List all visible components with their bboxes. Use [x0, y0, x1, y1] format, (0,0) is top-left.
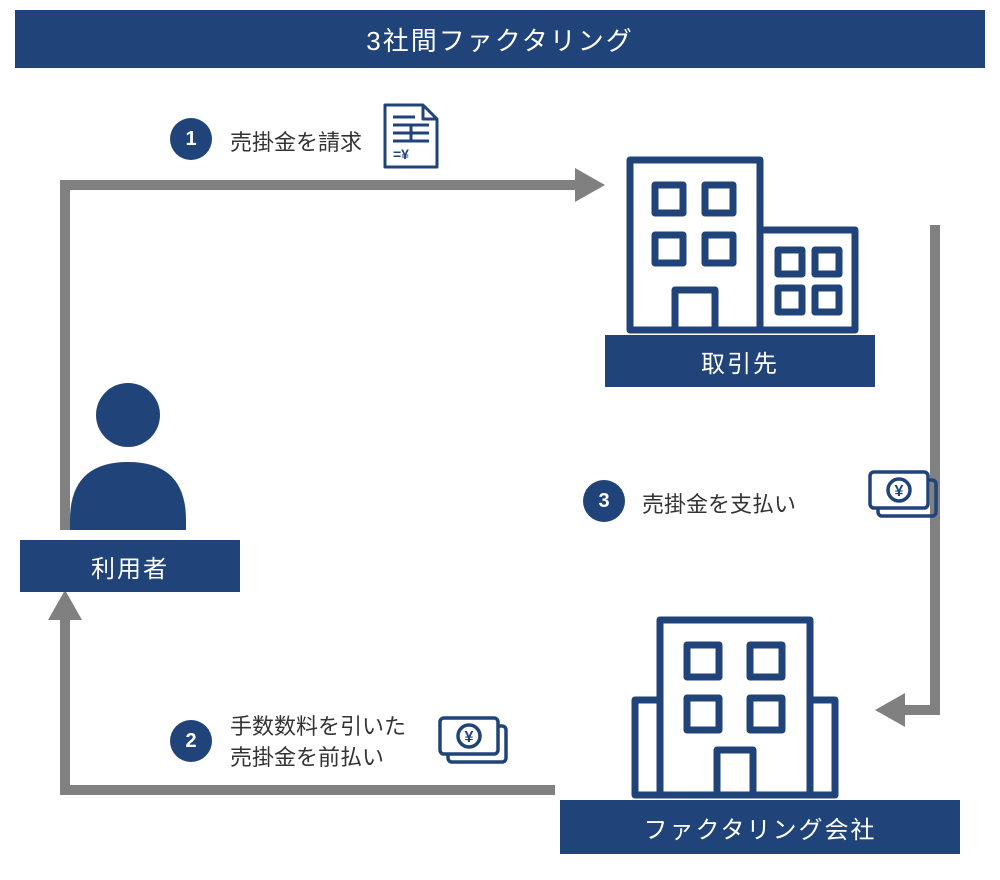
step-1-badge: 1	[170, 118, 212, 160]
step-2-badge: 2	[170, 720, 212, 762]
step-2-line1: 手数数料を引いた	[230, 714, 406, 739]
step-3-num: 3	[598, 490, 609, 513]
invoice-icon: =¥	[385, 105, 437, 167]
step-3-badge: 3	[583, 480, 625, 522]
step-1-num: 1	[185, 128, 196, 151]
user-label: 利用者	[91, 549, 169, 584]
factor-label: ファクタリング会社	[643, 810, 876, 845]
client-label: 取引先	[701, 344, 779, 379]
factor-label-box: ファクタリング会社	[560, 800, 960, 854]
client-label-box: 取引先	[605, 335, 875, 387]
building-client-icon	[630, 160, 855, 330]
user-label-box: 利用者	[20, 540, 240, 592]
step-2-text: 手数数料を引いた 売掛金を前払い	[230, 712, 406, 774]
svg-text:¥: ¥	[465, 729, 474, 746]
step-2-num: 2	[185, 730, 196, 753]
person-icon	[70, 383, 186, 530]
diagram-svg: =¥ ¥ ¥	[0, 0, 1000, 880]
money-icon-2: ¥	[440, 718, 506, 762]
building-factor-icon	[635, 620, 835, 795]
svg-text:=¥: =¥	[393, 146, 409, 162]
step-2-line2: 売掛金を前払い	[230, 745, 384, 770]
money-icon-3: ¥	[870, 472, 936, 516]
step-3-text: 売掛金を支払い	[642, 490, 796, 521]
step-1-text: 売掛金を請求	[230, 128, 362, 159]
svg-text:¥: ¥	[895, 483, 904, 500]
